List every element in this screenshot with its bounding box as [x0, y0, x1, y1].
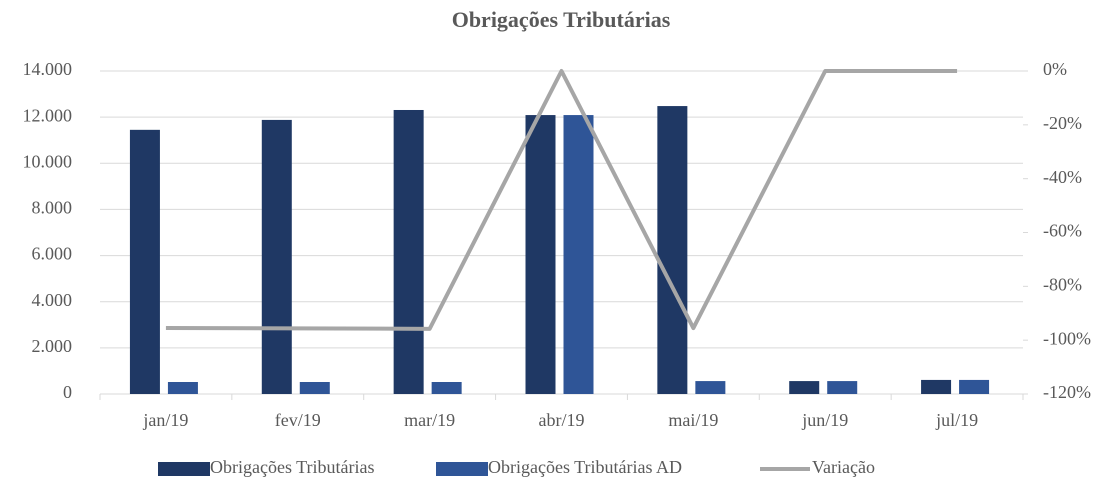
- bar: [921, 379, 952, 394]
- legend-label: Obrigações Tributárias: [210, 457, 374, 477]
- y-tick-label: 2.000: [32, 336, 73, 356]
- y-tick-label: 14.000: [23, 59, 73, 79]
- bar: [167, 382, 198, 394]
- bar: [431, 382, 462, 394]
- y2-tick-label: -100%: [1043, 328, 1091, 348]
- bar: [657, 106, 688, 394]
- legend-label: Obrigações Tributárias AD: [488, 457, 682, 477]
- bar: [525, 115, 556, 394]
- bar: [261, 119, 292, 394]
- y-tick-label: 8.000: [32, 198, 73, 218]
- y2-tick-label: -60%: [1043, 221, 1082, 241]
- y2-tick-label: -120%: [1043, 382, 1091, 402]
- y-tick-label: 4.000: [32, 290, 73, 310]
- bar: [129, 129, 160, 394]
- x-tick-label: jun/19: [801, 410, 848, 430]
- x-tick-label: mai/19: [668, 410, 718, 430]
- x-tick-label: jul/19: [935, 410, 978, 430]
- chart-title: Obrigações Tributárias: [452, 7, 671, 32]
- bar: [563, 115, 594, 394]
- x-tick-label: jan/19: [142, 410, 188, 430]
- y-tick-label: 0: [63, 382, 72, 402]
- bar: [827, 381, 858, 394]
- y2-tick-label: -40%: [1043, 167, 1082, 187]
- bar: [299, 382, 330, 394]
- x-tick-label: abr/19: [539, 410, 585, 430]
- x-tick-label: mar/19: [404, 410, 455, 430]
- bar: [789, 381, 820, 394]
- legend-swatch: [436, 462, 488, 476]
- bar: [959, 379, 990, 394]
- y2-tick-label: -80%: [1043, 274, 1082, 294]
- y2-tick-label: 0%: [1043, 59, 1067, 79]
- y-tick-label: 12.000: [23, 105, 73, 125]
- bar: [695, 381, 726, 394]
- line-series: [165, 69, 958, 331]
- y-tick-label: 10.000: [23, 151, 73, 171]
- x-tick-label: fev/19: [275, 410, 321, 430]
- bar: [393, 109, 424, 394]
- legend-label: Variação: [812, 457, 875, 477]
- y-tick-label: 6.000: [32, 244, 73, 264]
- y2-tick-label: -20%: [1043, 113, 1082, 133]
- legend-swatch: [158, 462, 210, 476]
